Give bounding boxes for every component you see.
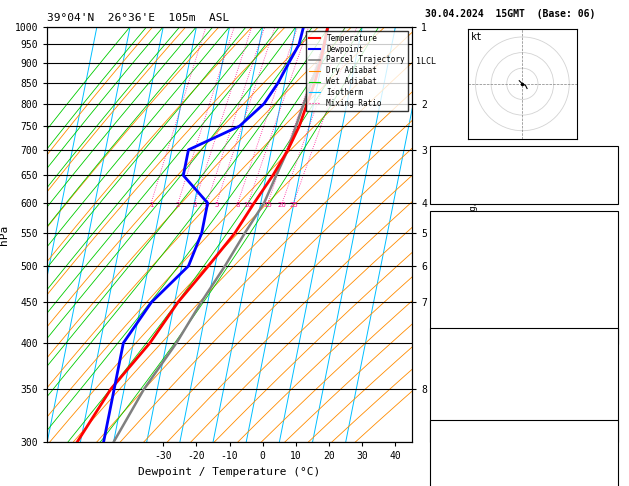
- Text: Totals Totals: Totals Totals: [433, 171, 498, 179]
- Text: Dewp (°C): Dewp (°C): [433, 255, 478, 263]
- Text: 50: 50: [606, 171, 616, 179]
- Text: 107: 107: [601, 464, 616, 472]
- Text: θᴇ (K): θᴇ (K): [433, 371, 463, 380]
- Text: 2: 2: [175, 202, 180, 208]
- Text: CAPE (J): CAPE (J): [433, 310, 473, 319]
- Text: 30.04.2024  15GMT  (Base: 06): 30.04.2024 15GMT (Base: 06): [425, 9, 595, 19]
- Text: Lifted Index: Lifted Index: [433, 292, 493, 300]
- Text: 20: 20: [277, 202, 287, 208]
- Text: CIN (J): CIN (J): [433, 329, 468, 337]
- Text: 8: 8: [235, 202, 240, 208]
- Text: K: K: [433, 152, 438, 161]
- Text: 1LCL: 1LCL: [416, 57, 436, 66]
- Text: 318: 318: [601, 273, 616, 282]
- Text: CAPE (J): CAPE (J): [433, 408, 473, 417]
- Text: 318: 318: [601, 371, 616, 380]
- Text: Most Unstable: Most Unstable: [489, 334, 559, 343]
- Text: 4: 4: [204, 202, 209, 208]
- Text: SREH: SREH: [433, 464, 453, 472]
- Text: 1.82: 1.82: [596, 189, 616, 198]
- Text: Surface: Surface: [505, 218, 543, 226]
- Text: 3: 3: [192, 202, 197, 208]
- Text: 10: 10: [606, 408, 616, 417]
- Text: Temp (°C): Temp (°C): [433, 236, 478, 245]
- X-axis label: Dewpoint / Temperature (°C): Dewpoint / Temperature (°C): [138, 467, 321, 477]
- Text: 10: 10: [243, 202, 253, 208]
- Text: 206: 206: [601, 329, 616, 337]
- Y-axis label: hPa: hPa: [0, 225, 9, 244]
- Text: Lifted Index: Lifted Index: [433, 390, 493, 399]
- Text: θᴇ(K): θᴇ(K): [433, 273, 458, 282]
- Text: © weatheronline.co.uk: © weatheronline.co.uk: [467, 473, 581, 482]
- Text: kt: kt: [471, 32, 482, 42]
- Text: 12: 12: [606, 152, 616, 161]
- Text: 206: 206: [601, 427, 616, 435]
- Text: StmDir: StmDir: [433, 482, 463, 486]
- Text: 1: 1: [149, 202, 153, 208]
- Text: 5: 5: [214, 202, 219, 208]
- Text: Hodograph: Hodograph: [500, 427, 548, 435]
- Text: Mixing Ratio (g/kg): Mixing Ratio (g/kg): [469, 183, 477, 286]
- Text: 74: 74: [606, 445, 616, 454]
- Y-axis label: km
ASL: km ASL: [430, 226, 451, 243]
- Text: 25: 25: [289, 202, 298, 208]
- Text: 1003: 1003: [596, 353, 616, 362]
- Text: 278°: 278°: [596, 482, 616, 486]
- Text: 15: 15: [264, 202, 272, 208]
- Legend: Temperature, Dewpoint, Parcel Trajectory, Dry Adiabat, Wet Adiabat, Isotherm, Mi: Temperature, Dewpoint, Parcel Trajectory…: [306, 31, 408, 111]
- Text: CIN (J): CIN (J): [433, 427, 468, 435]
- Text: 39°04'N  26°36'E  105m  ASL: 39°04'N 26°36'E 105m ASL: [47, 13, 230, 23]
- Text: 19.6: 19.6: [596, 236, 616, 245]
- Text: 12.3: 12.3: [596, 255, 616, 263]
- Text: 1: 1: [611, 292, 616, 300]
- Text: PW (cm): PW (cm): [433, 189, 468, 198]
- Text: 10: 10: [606, 310, 616, 319]
- Text: Pressure (mb): Pressure (mb): [433, 353, 498, 362]
- Text: EH: EH: [433, 445, 443, 454]
- Text: 1: 1: [611, 390, 616, 399]
